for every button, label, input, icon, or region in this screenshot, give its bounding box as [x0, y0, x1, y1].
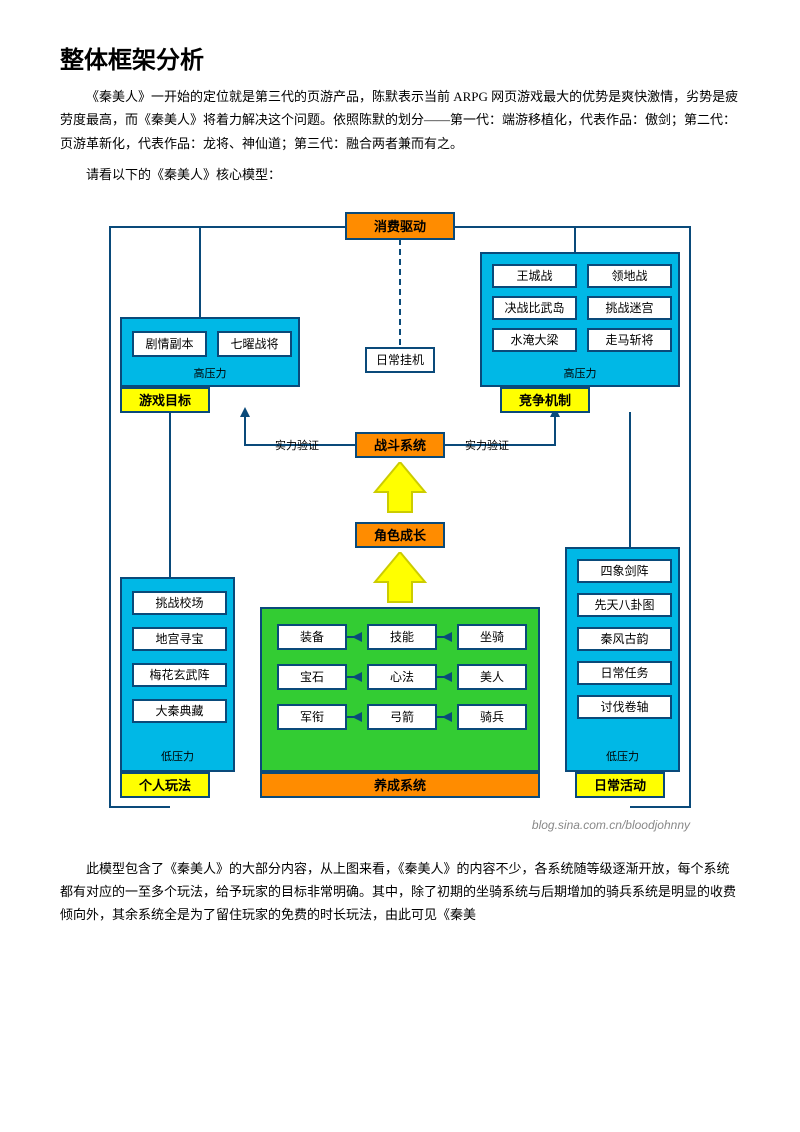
compete-title-box: 竞争机制	[500, 387, 590, 413]
intro-para-1: 《秦美人》一开始的定位就是第三代的页游产品，陈默表示当前 ARPG 网页游戏最大…	[60, 85, 740, 155]
compete-item: 决战比武岛	[492, 296, 577, 320]
big-arrow-icon	[370, 552, 430, 607]
personal-item: 挑战校场	[132, 591, 227, 615]
pressure-label: 高压力	[122, 365, 298, 381]
goal-title-box: 游戏目标	[120, 387, 210, 413]
daily-item: 先天八卦图	[577, 593, 672, 617]
pressure-label: 低压力	[567, 748, 678, 764]
compete-item: 水淹大梁	[492, 328, 577, 352]
watermark-text: blog.sina.com.cn/bloodjohnny	[532, 818, 690, 832]
big-arrow-icon	[370, 462, 430, 517]
nurture-title-box: 养成系统	[260, 772, 540, 798]
battle-system-box: 战斗系统	[355, 432, 445, 458]
daily-panel: 四象剑阵 先天八卦图 秦风古韵 日常任务 讨伐卷轴 低压力	[565, 547, 680, 772]
compete-item: 走马斩将	[587, 328, 672, 352]
compete-item: 王城战	[492, 264, 577, 288]
intro-para-2: 请看以下的《秦美人》核心模型：	[60, 163, 740, 186]
verify-label-left: 实力验证	[275, 437, 319, 453]
personal-panel: 挑战校场 地宫寻宝 梅花玄武阵 大秦典藏 低压力	[120, 577, 235, 772]
outro-para: 此模型包含了《秦美人》的大部分内容，从上图来看，《秦美人》的内容不少，各系统随等…	[60, 857, 740, 927]
consume-drive-box: 消费驱动	[345, 212, 455, 240]
page-title: 整体框架分析	[60, 40, 740, 75]
compete-item: 挑战迷宫	[587, 296, 672, 320]
goal-panel: 剧情副本 七曜战将 高压力	[120, 317, 300, 387]
goal-item: 七曜战将	[217, 331, 292, 357]
goal-item: 剧情副本	[132, 331, 207, 357]
personal-title-box: 个人玩法	[120, 772, 210, 798]
core-model-diagram: 消费驱动 日常挂机 剧情副本 七曜战将 高压力 游戏目标 王城战 领地战 决战比…	[100, 197, 700, 837]
daily-item: 秦风古韵	[577, 627, 672, 651]
personal-item: 梅花玄武阵	[132, 663, 227, 687]
daily-item: 日常任务	[577, 661, 672, 685]
verify-label-right: 实力验证	[465, 437, 509, 453]
compete-panel: 王城战 领地战 决战比武岛 挑战迷宫 水淹大梁 走马斩将 高压力	[480, 252, 680, 387]
daily-hang-box: 日常挂机	[365, 347, 435, 373]
daily-title-box: 日常活动	[575, 772, 665, 798]
daily-item: 讨伐卷轴	[577, 695, 672, 719]
grid-arrows	[262, 609, 542, 774]
pressure-label: 高压力	[482, 365, 678, 381]
pressure-label: 低压力	[122, 748, 233, 764]
nurture-panel: 装备 技能 坐骑 宝石 心法 美人 军衔 弓箭 骑兵	[260, 607, 540, 772]
daily-item: 四象剑阵	[577, 559, 672, 583]
role-growth-box: 角色成长	[355, 522, 445, 548]
personal-item: 大秦典藏	[132, 699, 227, 723]
personal-item: 地宫寻宝	[132, 627, 227, 651]
compete-item: 领地战	[587, 264, 672, 288]
